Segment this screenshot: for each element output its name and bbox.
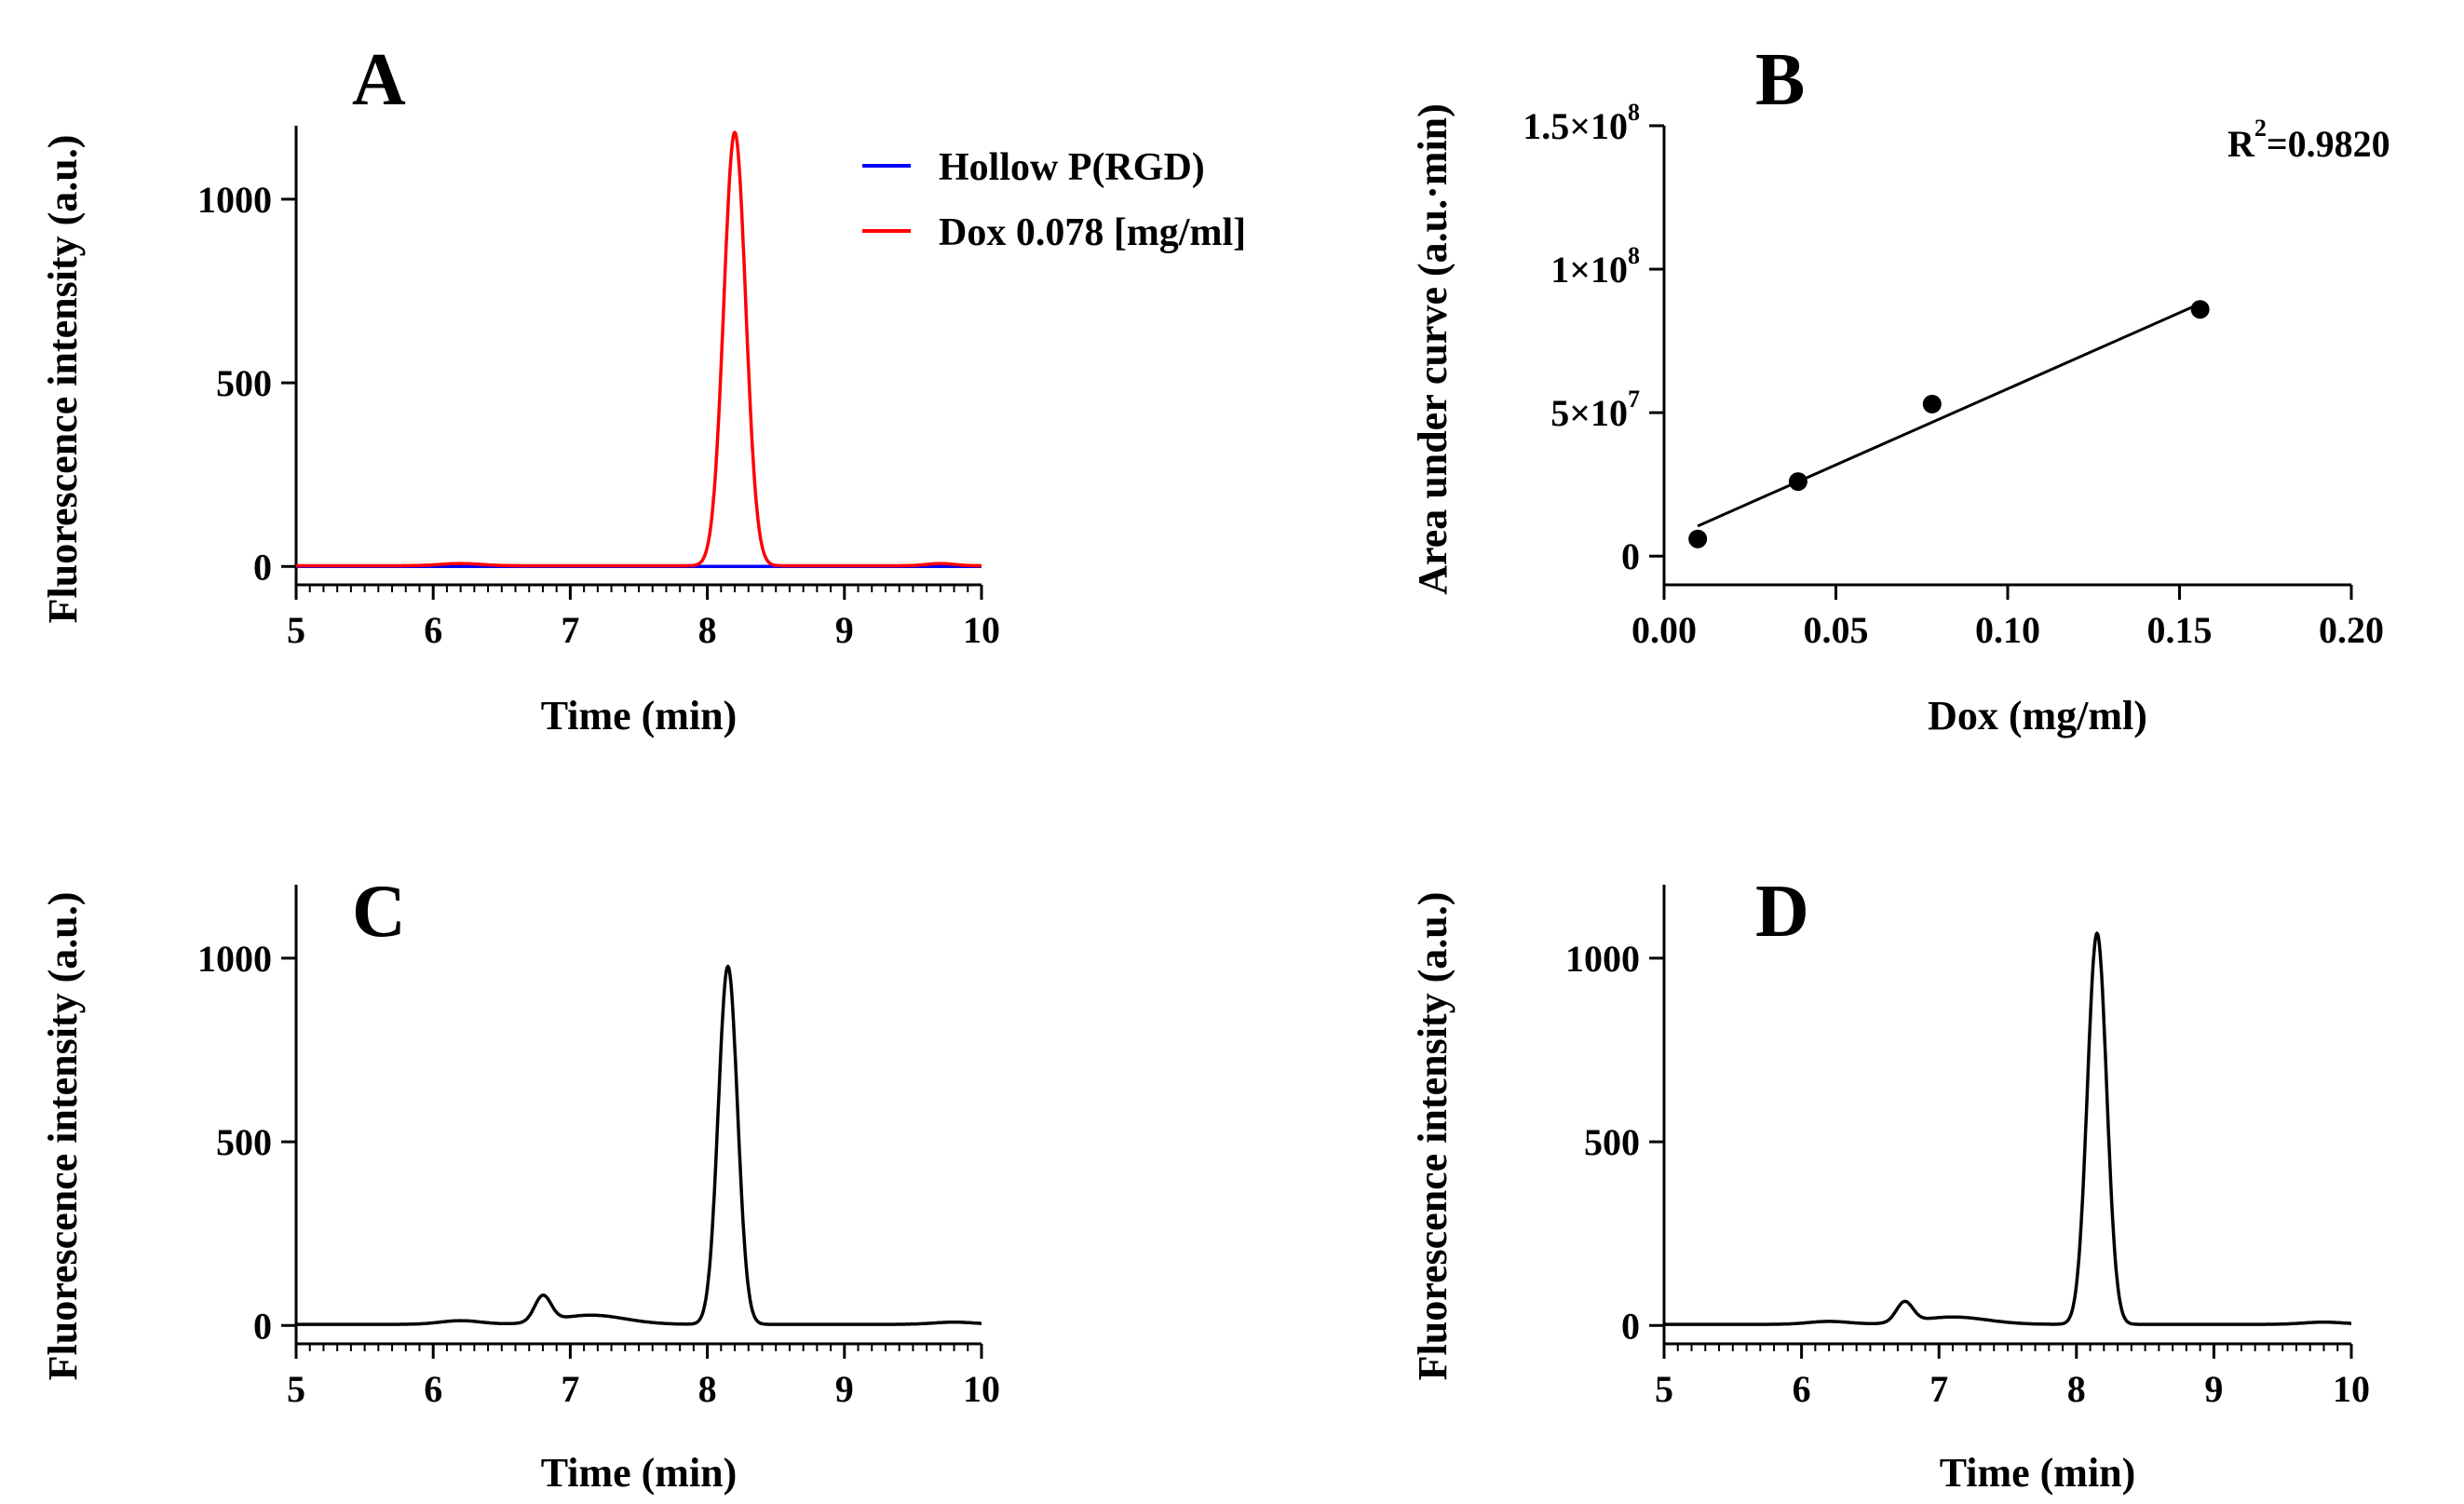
- panel-a-legend: Hollow P(RGD) Dox 0.078 [mg/ml]: [862, 146, 1246, 254]
- panel-b-x-axis-title: Dox (mg/ml): [1928, 693, 2147, 738]
- panel-d-series-line-0: [1663, 931, 2352, 1326]
- panel-d: D 5 6 7 8 9 10 0 500 1000 Time (min) Fluorescenc…: [1410, 871, 2370, 1496]
- panel-b: B 0.00 0.05 0.10 0.15 0.20 0 5×107 1×108 1.5×108…: [1410, 39, 2390, 738]
- panel-a-x-tick-label: 6: [424, 609, 442, 651]
- panel-a-plot: 5 6 7 8 9 10 0 500 1000: [197, 126, 1000, 651]
- panel-d-x-tick-label: 9: [2204, 1368, 2223, 1410]
- panel-c: C 5 6 7 8 9 10 0 500 1000 Time (min) Fluorescenc…: [40, 871, 1000, 1496]
- panel-a-x-tick-label: 8: [698, 609, 717, 651]
- panel-a-x-tick-label: 5: [287, 609, 305, 651]
- panel-b-y-tick-label: 5×107: [1550, 386, 1640, 434]
- panel-d-x-tick-label: 5: [1655, 1368, 1673, 1410]
- panel-b-y-axis-title: Area under curve (a.u.·min): [1410, 103, 1455, 595]
- panel-a-series-line-1: [295, 130, 982, 568]
- panel-b-y-tick-label: 1.5×108: [1523, 99, 1640, 147]
- panel-a-y-tick-label: 500: [216, 362, 272, 404]
- panel-c-x-axis-title: Time (min): [541, 1450, 738, 1496]
- panel-d-x-tick-label: 7: [1929, 1368, 1948, 1410]
- panel-b-y-tick-label: 1×108: [1550, 242, 1640, 291]
- panel-a-x-tick-label: 10: [963, 609, 1000, 651]
- panel-b-data-point: [1922, 394, 1942, 413]
- panel-b-data-point: [1788, 472, 1807, 492]
- panel-a-x-tick-label: 9: [835, 609, 854, 651]
- panel-letter-d: D: [1755, 871, 1809, 953]
- panel-d-y-tick-label: 0: [1621, 1305, 1640, 1347]
- panel-b-x-tick-label: 0.00: [1631, 609, 1697, 651]
- panel-c-x-tick-label: 10: [963, 1368, 1000, 1410]
- panel-c-x-tick-label: 5: [287, 1368, 305, 1410]
- panel-a-x-tick-label: 7: [561, 609, 579, 651]
- panel-a-x-axis-title: Time (min): [541, 693, 738, 738]
- panel-letter-c: C: [352, 871, 406, 953]
- panel-c-x-tick-label: 8: [698, 1368, 717, 1410]
- panel-c-plot: 5 6 7 8 9 10 0 500 1000: [197, 885, 1000, 1410]
- panel-d-plot: 5 6 7 8 9 10 0 500 1000: [1565, 885, 2370, 1410]
- panel-b-x-tick-label: 0.05: [1804, 609, 1869, 651]
- legend-label-dox: Dox 0.078 [mg/ml]: [939, 211, 1246, 254]
- r-squared-annotation: R2=0.9820: [2227, 115, 2390, 165]
- panel-c-y-tick-label: 1000: [197, 938, 272, 980]
- panel-b-data-point: [2190, 300, 2210, 319]
- panel-c-x-tick-label: 6: [424, 1368, 442, 1410]
- panel-letter-b: B: [1755, 39, 1805, 121]
- panel-c-x-tick-label: 9: [835, 1368, 854, 1410]
- panel-d-x-axis-title: Time (min): [1940, 1450, 2136, 1496]
- panel-a-y-tick-label: 1000: [197, 179, 272, 221]
- panel-c-x-tick-label: 7: [561, 1368, 579, 1410]
- panel-c-y-tick-label: 0: [253, 1305, 272, 1347]
- panel-b-plot: 0.00 0.05 0.10 0.15 0.20 0 5×107 1×108 1.5×108: [1523, 99, 2384, 651]
- panel-d-y-axis-title: Fluorescence intensity (a.u.): [1410, 892, 1455, 1381]
- panel-d-x-tick-label: 10: [2333, 1368, 2370, 1410]
- panel-b-y-tick-label: 0: [1621, 535, 1640, 577]
- panel-c-series-line-0: [295, 964, 982, 1326]
- panel-c-y-axis-title: Fluorescence intensity (a.u.): [40, 892, 86, 1381]
- panel-d-y-tick-label: 1000: [1565, 938, 1640, 980]
- panel-d-x-tick-label: 6: [1793, 1368, 1811, 1410]
- panel-c-y-tick-label: 500: [216, 1121, 272, 1163]
- panel-letter-a: A: [352, 39, 406, 121]
- panel-b-x-tick-label: 0.15: [2147, 609, 2213, 651]
- panel-b-x-tick-label: 0.20: [2319, 609, 2384, 651]
- legend-label-hollow: Hollow P(RGD): [939, 146, 1205, 189]
- panel-a-y-axis-title: Fluorescence intensity (a.u.): [40, 135, 86, 624]
- panel-d-x-tick-label: 8: [2067, 1368, 2086, 1410]
- panel-b-x-tick-label: 0.10: [1975, 609, 2040, 651]
- panel-b-data-point: [1688, 529, 1708, 549]
- panel-a-y-tick-label: 0: [253, 546, 272, 588]
- panel-a: A 5 6 7 8 9 10 0 500 1000 Time (min) Fluorescenc…: [40, 39, 1246, 738]
- panel-d-y-tick-label: 500: [1584, 1121, 1640, 1163]
- panel-b-fit-line: [1697, 302, 2201, 528]
